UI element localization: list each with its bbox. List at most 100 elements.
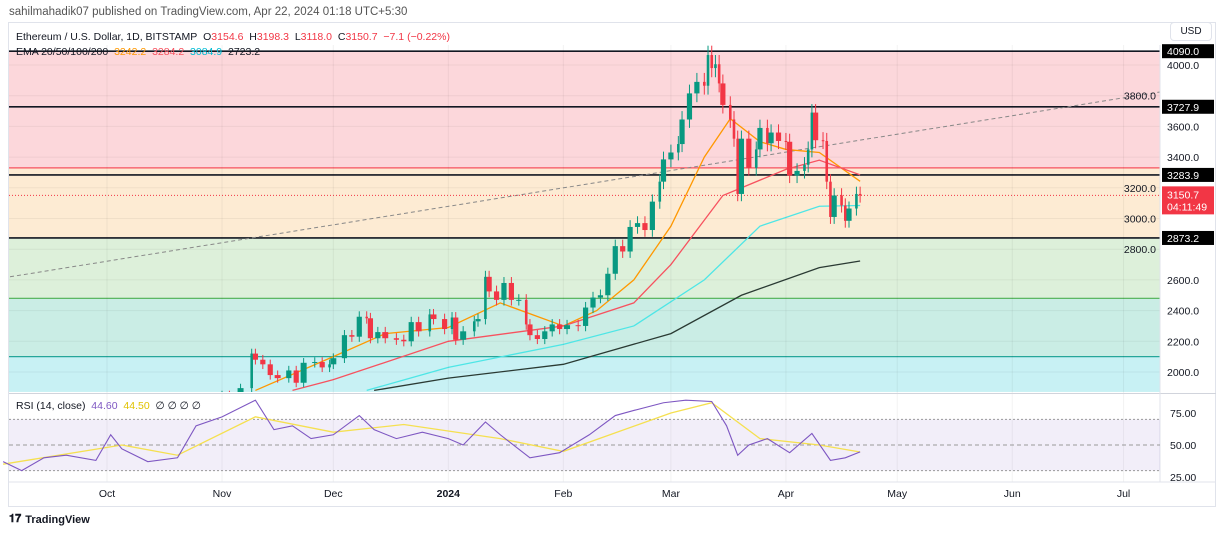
candle[interactable] <box>367 318 374 339</box>
candle[interactable] <box>846 208 852 221</box>
candle[interactable] <box>484 276 487 320</box>
candle[interactable] <box>738 138 745 194</box>
candle[interactable] <box>775 132 782 141</box>
ema-legend[interactable]: EMA 20/50/100/200 3242.2 3284.2 3084.9 2… <box>16 46 261 58</box>
candle[interactable] <box>649 201 655 231</box>
candle[interactable] <box>450 317 454 330</box>
rsi-pane[interactable] <box>2 399 1160 472</box>
candle[interactable] <box>524 299 528 325</box>
candle[interactable] <box>582 307 589 326</box>
candle[interactable] <box>757 127 763 150</box>
candle[interactable] <box>375 332 381 339</box>
rsi-legend[interactable]: RSI (14, close) 44.60 44.50 ∅ ∅ ∅ ∅ <box>16 400 201 412</box>
candle[interactable] <box>226 395 232 398</box>
candle[interactable] <box>732 119 736 139</box>
candle[interactable] <box>575 325 581 327</box>
candle[interactable] <box>736 138 739 194</box>
candle[interactable] <box>442 319 448 330</box>
candle[interactable] <box>493 291 500 300</box>
candle[interactable] <box>534 335 540 339</box>
candle[interactable] <box>208 403 213 406</box>
candle[interactable] <box>840 195 843 206</box>
candle[interactable] <box>557 324 563 330</box>
candle[interactable] <box>486 276 492 292</box>
candle[interactable] <box>620 246 626 252</box>
candle[interactable] <box>658 181 662 202</box>
candle[interactable] <box>706 55 710 86</box>
candle[interactable] <box>356 316 362 337</box>
candle[interactable] <box>627 226 633 252</box>
candle[interactable] <box>217 400 220 402</box>
candle[interactable] <box>720 83 726 105</box>
tradingview-logo[interactable]: 𝟏𝟕 TradingView <box>9 513 90 526</box>
candle[interactable] <box>813 112 819 141</box>
candle[interactable] <box>508 282 514 300</box>
candle[interactable] <box>312 362 318 364</box>
candle[interactable] <box>293 370 299 383</box>
price-pane[interactable] <box>3 45 1161 445</box>
candle[interactable] <box>341 335 348 359</box>
candle[interactable] <box>668 152 674 160</box>
candle[interactable] <box>858 193 862 196</box>
candle[interactable] <box>714 64 717 69</box>
candle[interactable] <box>831 195 837 217</box>
candle[interactable] <box>590 297 596 308</box>
candle[interactable] <box>430 314 437 320</box>
candle[interactable] <box>703 81 706 86</box>
candle[interactable] <box>252 353 258 360</box>
candle[interactable] <box>787 141 793 176</box>
candle[interactable] <box>710 55 714 69</box>
candle[interactable] <box>300 362 307 383</box>
candle[interactable] <box>542 331 548 339</box>
candle[interactable] <box>330 358 337 365</box>
candle[interactable] <box>260 359 266 365</box>
candle[interactable] <box>803 164 806 171</box>
candle[interactable] <box>855 193 858 209</box>
currency-button[interactable]: USD <box>1170 22 1212 41</box>
candle[interactable] <box>843 205 847 221</box>
candle[interactable] <box>382 332 389 339</box>
candle[interactable] <box>810 112 814 150</box>
candle[interactable] <box>501 282 507 300</box>
candle[interactable] <box>453 317 459 340</box>
candle[interactable] <box>472 321 476 332</box>
candle[interactable] <box>286 370 292 379</box>
candle[interactable] <box>328 364 331 368</box>
candle[interactable] <box>549 324 555 332</box>
candle[interactable] <box>516 299 522 301</box>
candle[interactable] <box>825 140 829 182</box>
candle[interactable] <box>612 246 618 274</box>
candle[interactable] <box>794 170 800 176</box>
candle[interactable] <box>415 322 422 332</box>
candle[interactable] <box>408 322 414 342</box>
candle[interactable] <box>634 223 641 227</box>
candle[interactable] <box>250 353 253 389</box>
candle[interactable] <box>806 149 810 165</box>
candle[interactable] <box>597 295 604 298</box>
candle[interactable] <box>829 181 832 217</box>
candle[interactable] <box>527 324 533 336</box>
candle[interactable] <box>365 316 368 319</box>
candle[interactable] <box>677 144 680 153</box>
candle[interactable] <box>564 325 571 330</box>
candle[interactable] <box>717 64 721 84</box>
candle[interactable] <box>274 375 281 379</box>
candle[interactable] <box>428 314 432 332</box>
candle[interactable] <box>766 127 769 144</box>
trend-line[interactable] <box>3 91 1161 278</box>
candle[interactable] <box>694 81 700 94</box>
candle[interactable] <box>267 364 273 376</box>
candle[interactable] <box>642 223 648 231</box>
candle[interactable] <box>686 93 693 120</box>
candle[interactable] <box>746 138 752 168</box>
candle[interactable] <box>768 132 774 144</box>
candle[interactable] <box>460 331 467 340</box>
candle[interactable] <box>349 335 355 337</box>
candle[interactable] <box>605 273 611 296</box>
candle[interactable] <box>237 388 244 398</box>
candle[interactable] <box>660 159 667 182</box>
candle[interactable] <box>784 140 788 142</box>
candle[interactable] <box>728 104 732 120</box>
candle[interactable] <box>401 339 407 342</box>
candle[interactable] <box>319 362 325 368</box>
